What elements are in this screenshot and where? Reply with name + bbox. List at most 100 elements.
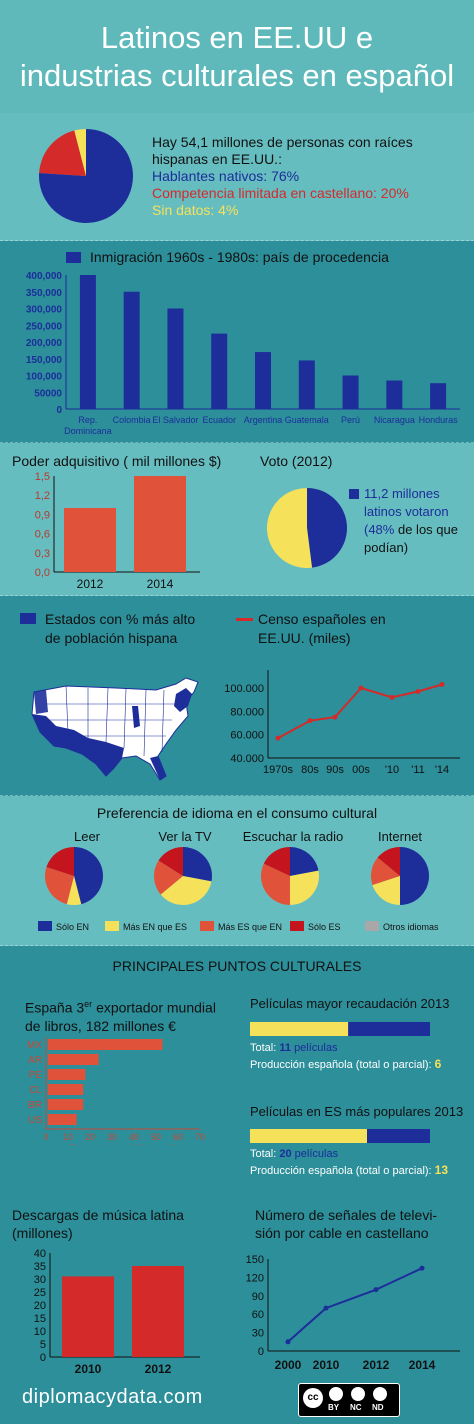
films1-total-label: Total: [250, 1042, 277, 1054]
x-axis-label: Exportaciones (Millones €) [70, 1143, 176, 1145]
population-line-1: Hay 54,1 millones de personas con raíces [152, 134, 413, 150]
vote-pie-slice-0 [307, 488, 347, 568]
lang-pie-2-slice-0 [290, 847, 319, 876]
population-pie-slice-2 [74, 129, 86, 176]
films1-title: Películas mayor recaudación 2013 [250, 996, 450, 1011]
x-tick: 2012 [363, 1358, 390, 1372]
lang-pie-1-slice-2 [154, 860, 183, 895]
language-charts: Sólo EN Más EN que ES Más ES que EN Sólo ES… [38, 847, 439, 932]
cultural-heading: PRINCIPALES PUNTOS CULTURALES [112, 958, 362, 974]
x-tick: 2012 [145, 1362, 172, 1376]
vote-line-3b: de los que [397, 522, 458, 537]
population-pie-slice-1 [39, 130, 86, 176]
states-legend-swatch [20, 613, 36, 624]
census-point-1 [307, 718, 313, 724]
x-tick: Colombia [113, 415, 151, 425]
vote-line-4: podían) [364, 540, 409, 555]
bar-4 [48, 1099, 84, 1110]
tv-point-3 [419, 1265, 425, 1271]
y-tick: AR [28, 1055, 42, 1066]
lang-pie-1-slice-1 [160, 876, 212, 905]
y-tick: 0,3 [35, 548, 50, 560]
states-legend-line-2: de población hispana [45, 630, 178, 646]
x-tick: 2014 [409, 1358, 436, 1372]
y-tick: 100,000 [26, 372, 63, 383]
y-tick: MX [27, 1040, 42, 1051]
y-tick: 40.000 [230, 753, 264, 765]
divider [0, 795, 474, 798]
y-tick: 35 [34, 1261, 46, 1273]
y-tick: 50000 [34, 388, 62, 399]
x-tick: 30 [107, 1132, 117, 1142]
divider [0, 945, 474, 948]
divider [0, 595, 474, 598]
y-tick: 0 [56, 405, 62, 416]
bar-1 [123, 291, 140, 409]
x-tick: Nicaragua [374, 415, 415, 425]
lang-pie-1-slice-0 [183, 847, 212, 882]
lang-pie-3-slice-3 [377, 847, 400, 876]
lang-pie-0-slice-1 [66, 876, 82, 905]
y-tick: 250,000 [26, 321, 63, 332]
census-legend-line [236, 618, 253, 621]
x-tick: '14 [435, 764, 449, 776]
census-point-5 [415, 689, 421, 694]
x-tick: Ecuador [202, 415, 236, 425]
lang-pie-3-slice-1 [372, 876, 400, 905]
films1-total-unit: películas [294, 1042, 338, 1054]
music-line-1: Descargas de música latina [12, 1207, 184, 1223]
y-tick: 400,000 [26, 271, 63, 282]
y-tick: 5 [40, 1339, 46, 1351]
bar-0 [62, 1276, 114, 1357]
vote-legend-swatch [349, 489, 359, 499]
title-line-2: industrias culturales en español [19, 58, 455, 93]
y-tick: 20 [34, 1300, 46, 1312]
lang-pie-3-slice-2 [371, 857, 400, 885]
purchasing-title: Poder adquisitivo ( mil millones $) [12, 453, 222, 469]
vote-pie-slice-1 [267, 488, 313, 568]
bar-1 [134, 476, 186, 572]
books-sup: er [84, 999, 93, 1009]
x-tick: Dominicana [64, 426, 112, 436]
films2-prod-value: 13 [434, 1163, 449, 1177]
y-tick: 1,2 [35, 490, 50, 502]
y-tick: 15 [34, 1313, 46, 1325]
immigration-legend-swatch [66, 252, 81, 263]
lang-pie-2-slice-3 [263, 847, 290, 876]
population-pie-slice-0 [38, 129, 133, 223]
lang-pie-3-slice-0 [400, 847, 429, 905]
tv-point-1 [323, 1305, 329, 1311]
y-tick: 100.000 [224, 683, 264, 695]
legend-label-4: Otros idiomas [383, 922, 439, 932]
x-tick: 40 [129, 1132, 139, 1142]
lang-label-1: Ver la TV [158, 829, 212, 844]
y-tick: 60.000 [230, 730, 264, 742]
lang-pie-2-slice-1 [290, 870, 319, 905]
bar-0 [48, 1039, 163, 1050]
x-tick: 20 [85, 1132, 95, 1142]
spanish-production-bar [250, 1129, 367, 1143]
y-tick: US [28, 1115, 42, 1126]
x-tick: 70 [195, 1132, 205, 1142]
states-legend-line-1: Estados con % más alto [45, 611, 196, 627]
legend-label-1: Más EN que ES [123, 922, 187, 932]
title-section [0, 0, 474, 113]
bar-3 [48, 1084, 84, 1095]
y-tick: 25 [34, 1287, 46, 1299]
bar-5 [298, 360, 315, 409]
divider [0, 240, 474, 243]
cc-badge[interactable]: cc BY NC ND [298, 1383, 400, 1417]
vote-line-1: 11,2 millones [364, 486, 440, 501]
y-tick: 90 [252, 1291, 264, 1303]
census-legend-line-2: EE.UU. (miles) [258, 630, 351, 646]
title-line-1: Latinos en EE.UU e [100, 20, 374, 55]
y-tick: 30 [252, 1328, 264, 1340]
films2-bar [250, 1129, 430, 1143]
y-tick: BR [28, 1100, 42, 1111]
bar-1 [132, 1266, 184, 1357]
bar-2 [167, 308, 184, 409]
lang-pie-0-slice-0 [74, 847, 104, 905]
y-tick: 300,000 [26, 305, 63, 316]
footer-site[interactable]: diplomacydata.com [22, 1386, 203, 1408]
